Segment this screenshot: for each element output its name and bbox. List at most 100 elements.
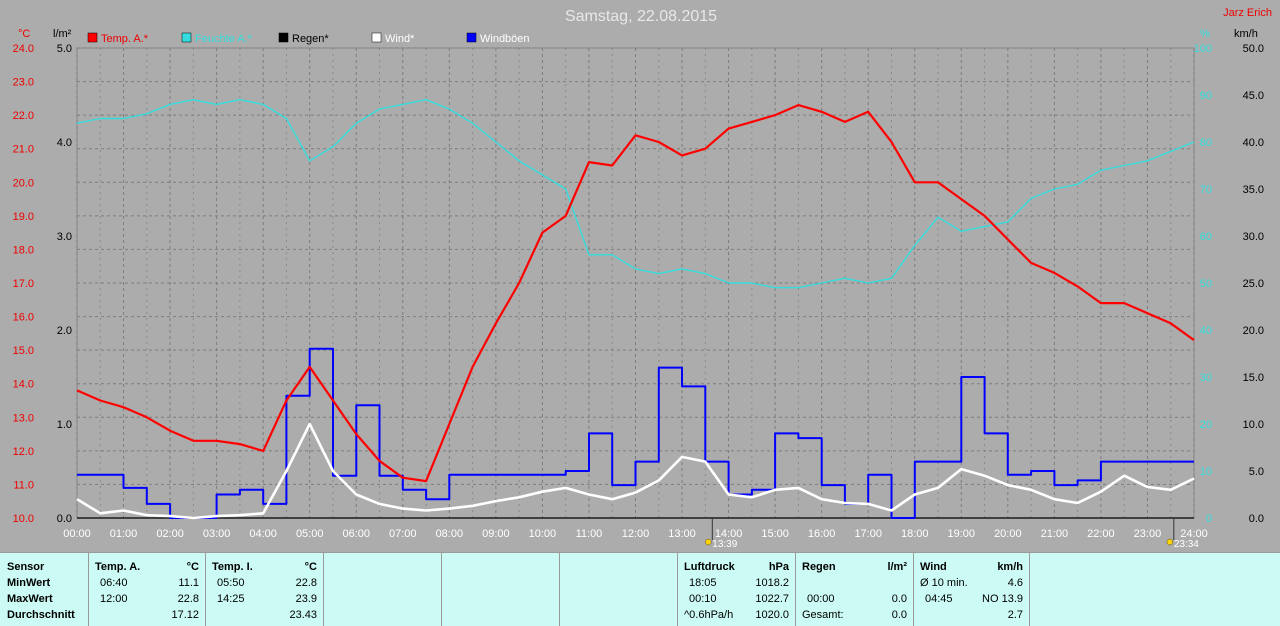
empty-column-3 [560,553,678,626]
wind-tick-label: 35.0 [1243,184,1264,196]
temp-a-max-value: 22.8 [177,593,199,605]
humidity-axis: % 0 10 20 30 40 50 60 70 80 90 100 [1194,28,1212,525]
legend-swatch [278,32,289,43]
humidity-tick-label: 10 [1200,466,1212,478]
wind-tick-label: 30.0 [1243,231,1264,243]
temp-a-min-value: 11.1 [178,577,199,589]
temp-tick-label: 19.0 [13,211,34,223]
humidity-tick-label: 100 [1194,43,1212,55]
time-tick-label: 06:00 [342,528,370,540]
temp-tick-label: 17.0 [13,278,34,290]
row-min-label: MinWert [7,577,51,589]
legend-label: Wind* [385,33,415,45]
series-line-wind [76,422,1195,520]
temp-a-average: 17.12 [171,609,199,621]
temp-a-header: Temp. A. [95,561,141,573]
temp-tick-label: 23.0 [13,77,34,89]
temp-tick-label: 21.0 [13,144,34,156]
chart-legend: Temp. A.* Feuchte A.* Regen* Wind* Windböen [87,32,530,45]
temp-axis: °C 10.0 11.0 12.0 13.0 14.0 15.0 16.0 17.0 18.0 19… [13,28,34,525]
stats-table: Sensor MinWert MaxWert Durchschnitt Temp… [0,552,1280,626]
temp-tick-label: 15.0 [13,345,34,357]
rain-tick-label: 4.0 [57,137,72,149]
series-line-feuchte-a [76,99,1195,289]
legend-swatch [466,32,477,43]
rain-unit: l/m² [887,561,907,573]
time-tick-label: 05:00 [296,528,324,540]
time-tick-label: 01:00 [110,528,138,540]
marker-label: 13:39 [712,539,737,550]
row-avg-label: Durchschnitt [7,609,75,621]
wind-row1-label: Ø 10 min. [920,577,968,589]
time-tick-label: 02:00 [156,528,184,540]
wind-row2-value: NO 13.9 [982,593,1023,605]
time-tick-label: 17:00 [854,528,882,540]
temp-tick-label: 18.0 [13,244,34,256]
temp-i-unit: °C [304,561,317,573]
pressure-unit: hPa [768,561,789,573]
temp-tick-label: 24.0 [13,43,34,55]
rain-tick-label: 5.0 [57,43,72,55]
legend-swatch [87,32,98,43]
rain-tick-label: 0.0 [57,513,72,525]
temp-tick-label: 13.0 [13,412,34,424]
chart-series [76,99,1195,520]
temp-i-max-time: 14:25 [217,593,245,605]
empty-column-2 [442,553,560,626]
temp-a-max-time: 12:00 [100,593,128,605]
time-tick-label: 14:00 [715,528,743,540]
time-tick-label: 07:00 [389,528,417,540]
pressure-trend-label: ^0.6hPa/h [684,609,734,621]
temp-tick-label: 14.0 [13,379,34,391]
wind-axis: km/h 0.0 5.0 10.0 15.0 20.0 25.0 30.0 35.0 40.0 45… [1234,28,1264,525]
time-tick-label: 24:00 [1180,528,1208,540]
temp-a-column: Temp. A. °C 06:40 11.1 12:00 22.8 17.12 [89,553,206,626]
wind-tick-label: 20.0 [1243,325,1264,337]
temp-axis-unit: °C [18,28,30,40]
wind-row2-time: 04:45 [925,593,953,605]
time-tick-label: 15:00 [761,528,789,540]
temp-a-min-time: 06:40 [100,577,128,589]
wind-tick-label: 5.0 [1249,466,1264,478]
time-tick-label: 20:00 [994,528,1022,540]
rain-axis-unit: l/m² [53,28,72,40]
humidity-tick-label: 0 [1206,513,1212,525]
sun-icon [1166,538,1174,546]
wind-tick-label: 50.0 [1243,43,1264,55]
wind-tick-label: 40.0 [1243,137,1264,149]
chart-grid [76,47,1195,519]
chart-background [0,0,1280,552]
rain-row2-value: 0.0 [891,593,907,605]
chart-title: Samstag, 22.08.2015 [565,8,717,25]
temp-tick-label: 22.0 [13,110,34,122]
humidity-tick-label: 50 [1200,278,1212,290]
rain-total-value: 0.0 [891,609,907,621]
legend-swatch [371,32,382,43]
series-line-temp-a [76,104,1195,483]
time-tick-label: 08:00 [436,528,464,540]
temp-a-unit: °C [186,561,199,573]
legend-label: Windböen [480,33,530,45]
sensor-column: Sensor MinWert MaxWert Durchschnitt [0,553,89,626]
time-tick-label: 22:00 [1087,528,1115,540]
time-tick-label: 16:00 [808,528,836,540]
empty-column-1 [324,553,442,626]
rain-column: Regen l/m² 00:00 0.0 Gesamt: 0.0 [796,553,914,626]
time-tick-label: 21:00 [1041,528,1069,540]
time-tick-label: 18:00 [901,528,929,540]
time-tick-label: 03:00 [203,528,231,540]
time-tick-label: 19:00 [948,528,976,540]
rain-tick-label: 2.0 [57,325,72,337]
pressure-header: Luftdruck [684,561,735,573]
legend-swatch [181,32,192,43]
rain-total-label: Gesamt: [802,609,844,621]
humidity-tick-label: 70 [1200,184,1212,196]
time-tick-label: 04:00 [249,528,277,540]
humidity-tick-label: 30 [1200,372,1212,384]
wind-unit: km/h [997,561,1023,573]
rain-tick-label: 3.0 [57,231,72,243]
temp-i-column: Temp. I. °C 05:50 22.8 14:25 23.9 23.43 [206,553,324,626]
temp-i-min-time: 05:50 [217,577,245,589]
wind-tick-label: 15.0 [1243,372,1264,384]
row-max-label: MaxWert [7,593,53,605]
